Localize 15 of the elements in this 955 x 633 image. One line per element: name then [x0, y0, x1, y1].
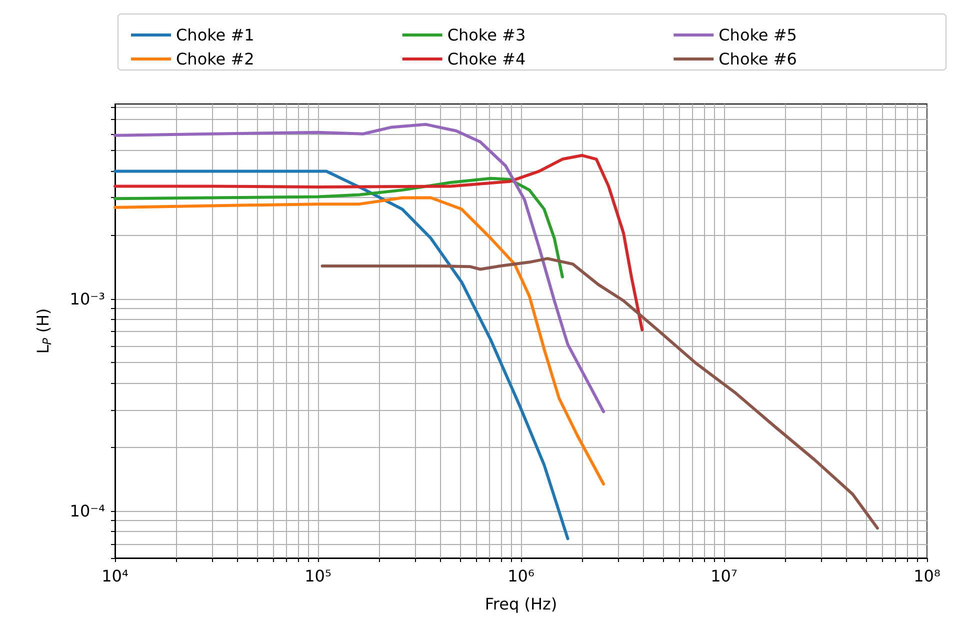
- x-tick-label: 10⁵: [304, 566, 332, 586]
- x-tick-label: 10⁴: [102, 566, 128, 586]
- legend-label: Choke #1: [176, 26, 254, 44]
- y-tick-label: 10⁻³: [70, 289, 105, 308]
- x-tick-label: 10⁷: [710, 566, 738, 586]
- legend-label: Choke #2: [176, 50, 254, 68]
- legend-label: Choke #4: [447, 50, 526, 68]
- x-axis-title: Freq (Hz): [484, 594, 558, 614]
- x-tick-label: 10⁶: [508, 566, 534, 586]
- legend-label: Choke #5: [718, 26, 797, 44]
- y-tick-label: 10⁻⁴: [70, 501, 105, 520]
- y-axis-title: LP (H): [34, 308, 54, 354]
- x-tick-label: 10⁸: [914, 566, 940, 586]
- legend-label: Choke #6: [718, 50, 797, 68]
- legend-label: Choke #3: [447, 26, 526, 44]
